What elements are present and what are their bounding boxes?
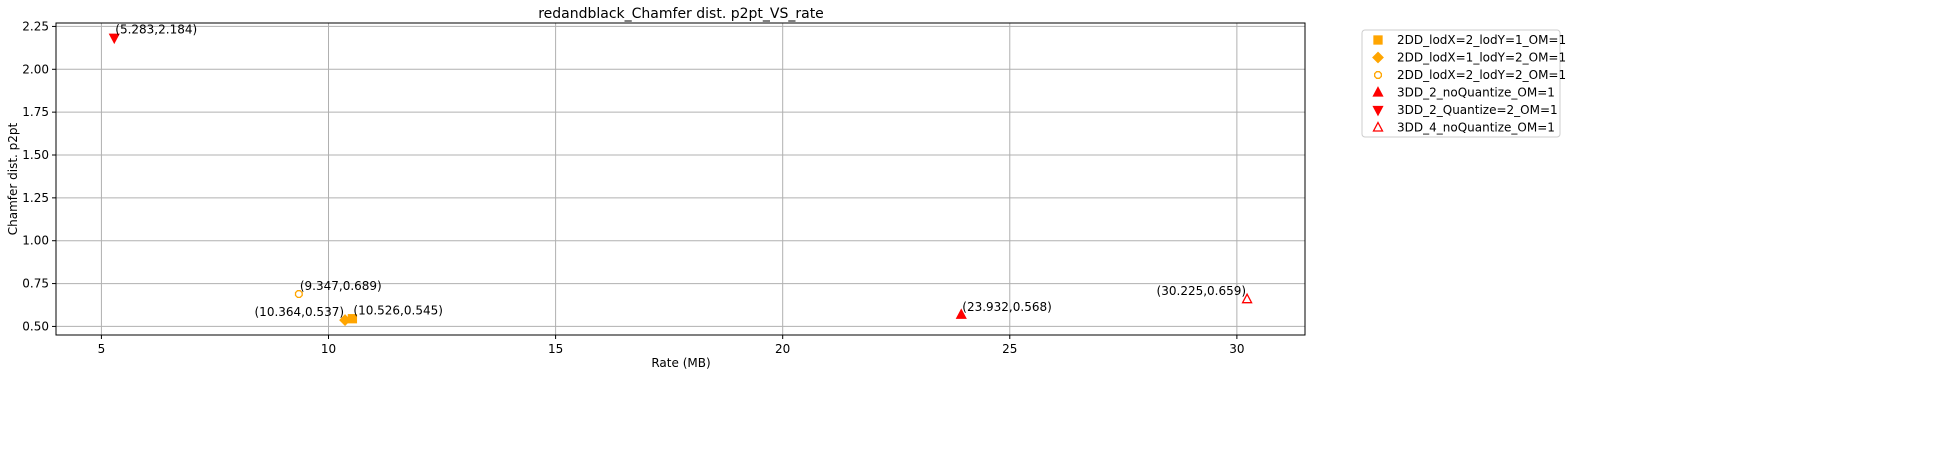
legend-marker (1372, 51, 1384, 64)
chart-title: redandblack_Chamfer dist. p2pt_VS_rate (538, 6, 824, 22)
data-point (1241, 292, 1253, 304)
legend-marker (1372, 105, 1384, 117)
plot-frame (55, 22, 1306, 336)
data-points (108, 33, 1253, 327)
data-point (108, 33, 120, 45)
legend-frame (1361, 29, 1561, 138)
legend-label: 2DD_lodX=2_lodY=1_OM=1 (1397, 33, 1566, 47)
data-point (339, 314, 351, 327)
grid-lines (56, 23, 1305, 335)
data-point (955, 308, 967, 319)
legend-label: 3DD_4_noQuantize_OM=1 (1397, 121, 1555, 135)
legend-marker (1373, 35, 1383, 45)
point-annotations: (10.526,0.545) (10.364,0.537) (9.347,0.689… (115, 23, 1246, 319)
axis-ticks: 5 10 15 20 25 30 0.50 0.75 1.00 1.25 1.50 1.75 2.00 2… (22, 19, 1244, 356)
legend-label: 2DD_lodX=1_lodY=2_OM=1 (1397, 51, 1566, 65)
y-tick-label: 1.75 (22, 105, 49, 119)
y-tick-label: 1.00 (22, 234, 49, 248)
y-tick-label: 1.25 (22, 191, 49, 205)
point-label: (9.347,0.689) (300, 279, 382, 293)
data-point (294, 290, 303, 299)
legend-label: 2DD_lodX=2_lodY=2_OM=1 (1397, 68, 1566, 82)
x-tick-label: 30 (1229, 342, 1244, 356)
x-tick-label: 20 (775, 342, 790, 356)
legend-marker (1372, 86, 1384, 97)
x-axis-label: Rate (MB) (651, 356, 710, 370)
x-tick-label: 10 (321, 342, 336, 356)
point-label: (5.283,2.184) (115, 23, 197, 37)
legend-marker (1372, 121, 1384, 132)
legend-label: 3DD_2_noQuantize_OM=1 (1397, 86, 1555, 100)
x-tick-label: 15 (548, 342, 563, 356)
point-label: (10.364,0.537) (255, 305, 345, 319)
point-label: (30.225,0.659) (1157, 284, 1247, 298)
legend: 2DD_lodX=2_lodY=1_OM=1 2DD_lodX=1_lodY=2_… (1361, 29, 1566, 138)
point-label: (10.526,0.545) (353, 304, 443, 318)
legend-marker (1374, 71, 1382, 79)
x-tick-label: 25 (1002, 342, 1017, 356)
y-tick-label: 1.50 (22, 148, 49, 162)
y-tick-label: 2.00 (22, 62, 49, 76)
x-tick-label: 5 (98, 342, 106, 356)
y-tick-label: 0.75 (22, 277, 49, 291)
y-tick-label: 0.50 (22, 319, 49, 333)
y-axis-label: Chamfer dist. p2pt (6, 122, 20, 235)
y-tick-label: 2.25 (22, 19, 49, 33)
point-label: (23.932,0.568) (962, 300, 1052, 314)
legend-label: 3DD_2_Quantize=2_OM=1 (1397, 103, 1558, 117)
